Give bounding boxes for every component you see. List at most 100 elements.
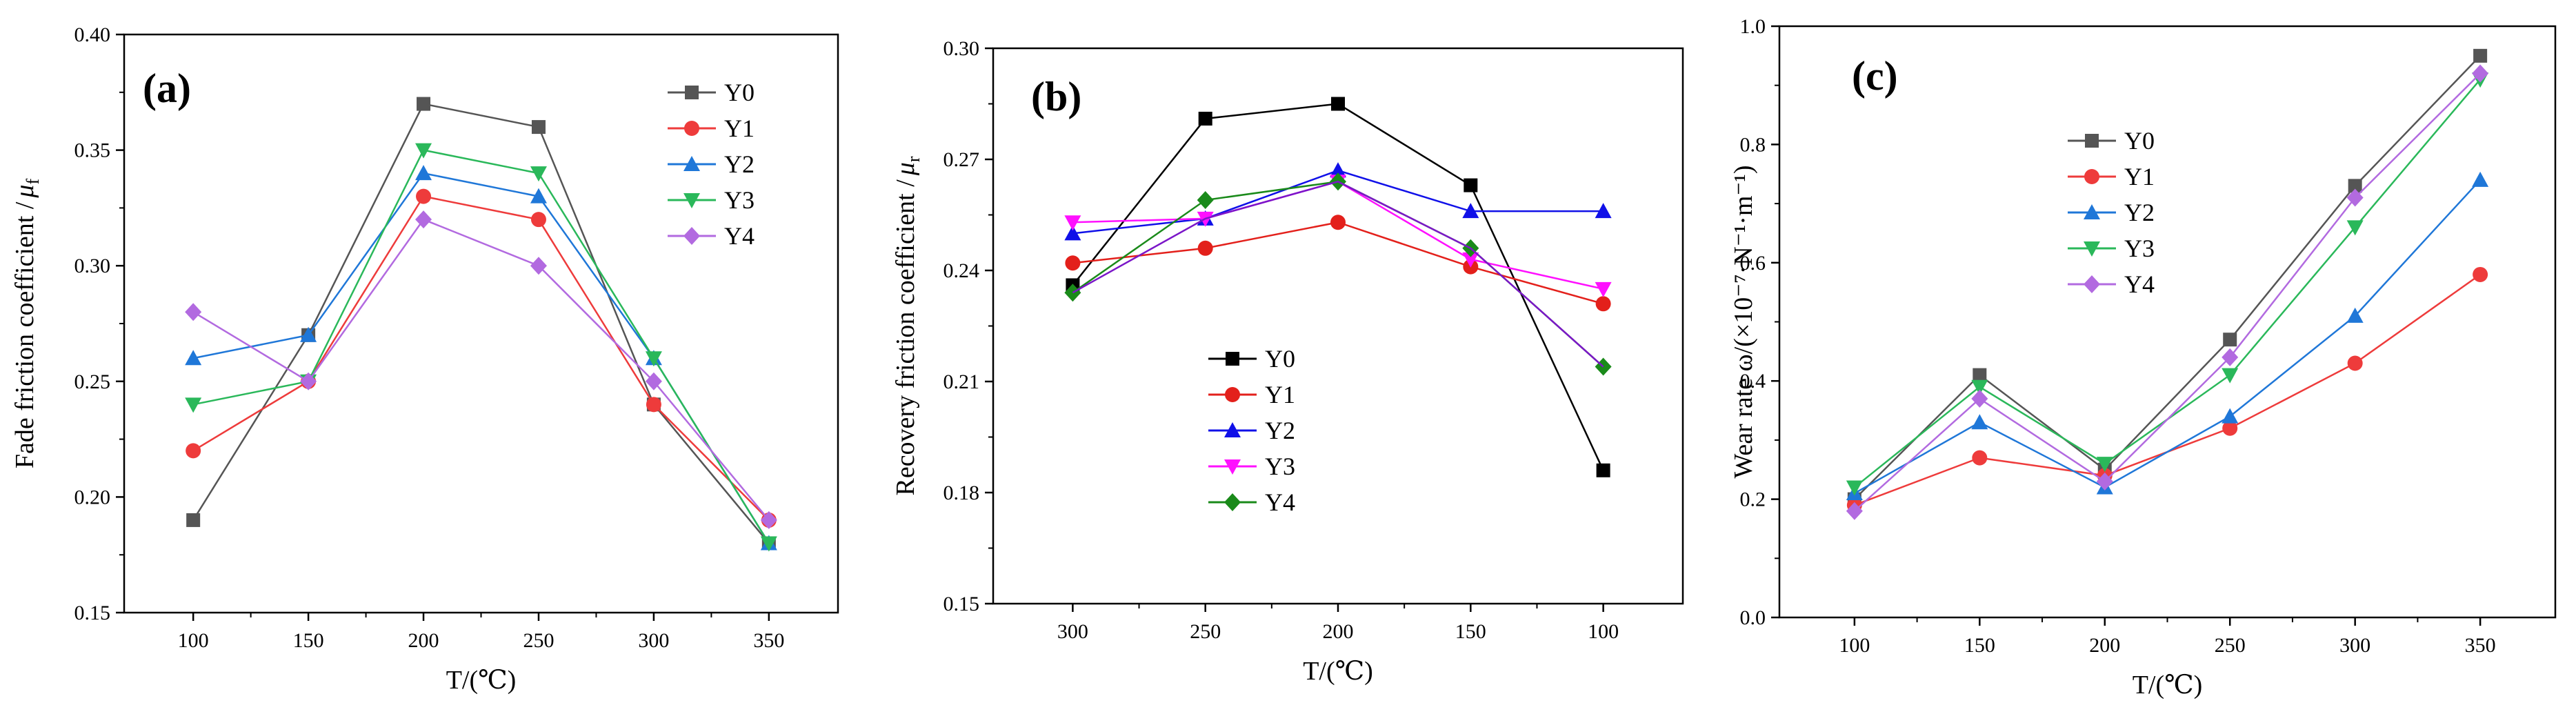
data-point [760,536,777,552]
x-tick-label: 150 [1455,620,1486,643]
data-point [2096,472,2113,491]
x-tick-label: 300 [1057,620,1088,643]
data-point [1596,463,1610,477]
legend-marker [2085,134,2099,148]
y-axis-label-text: Fade friction coefficient / [10,201,39,468]
y-tick-label: 0.20 [74,486,111,508]
legend: Y0 Y1 Y2 Y3 Y4 [668,79,755,250]
data-point [2473,266,2488,282]
data-point [300,372,317,390]
y-tick-label: 0.40 [74,23,111,46]
data-point [530,188,547,204]
y-tick-label: 0.27 [943,148,980,171]
data-point [2346,220,2364,236]
legend-marker [1224,459,1241,475]
data-point [2221,368,2239,384]
panel-1: 0.15 0.18 0.21 0.24 0.27 0.30 300 250 200 150 100 T… [891,37,1684,686]
series-line [1072,103,1604,471]
data-point [1198,111,1212,126]
data-point [2222,420,2238,436]
data-point [185,350,202,366]
series-line [1072,221,1604,305]
data-point [416,188,432,204]
series-line [1854,72,2482,512]
data-point [1330,162,1346,178]
series-Y3 [185,143,777,552]
y-axis-label: Wear rate ω/(×10⁻⁷·N⁻¹·m⁻¹) [1729,166,1758,479]
legend-marker [1226,352,1239,366]
series-line [192,103,770,544]
x-tick-label: 200 [2089,634,2120,657]
legend-marker [683,193,700,208]
x-tick-label: 350 [753,629,784,652]
series-line [1854,179,2482,495]
data-point [415,143,432,159]
y-axis-label-symbol: μ [891,162,920,176]
data-point [185,303,202,321]
data-point [1846,502,1863,520]
legend-marker [2084,169,2099,184]
legend-marker [1224,493,1241,511]
data-point [1462,203,1479,219]
data-point [1197,191,1214,210]
y-tick-label: 0.0 [1740,606,1766,629]
data-point [1846,480,1863,496]
data-point [2473,48,2488,63]
series-line [1072,180,1604,368]
x-tick-label: 150 [293,629,324,652]
legend-marker [684,121,699,136]
y-axis-label-subscript: r [903,156,923,162]
y-tick-label: 0.25 [74,370,111,393]
data-point [1595,203,1612,219]
y-tick-label: 0.30 [943,37,980,60]
data-point [1462,252,1479,268]
y-tick-label: 0.15 [74,602,111,624]
series-Y4-line [1072,180,1604,368]
data-point [415,165,432,181]
series-line [192,149,770,544]
panel-tag: (b) [1031,74,1081,119]
data-point [2346,188,2364,207]
y-axis-label-text: Recovery friction coefficient / [891,179,920,496]
legend-label: Y4 [1265,488,1295,516]
legend: Y0 Y1 Y2 Y3 Y4 [1208,345,1295,516]
y-axis-label-symbol: μ [10,185,39,199]
legend-marker [2084,204,2100,219]
x-tick-label: 200 [1323,620,1354,643]
series-line [192,218,770,521]
data-point [300,326,317,342]
panel-tag: (a) [143,66,191,111]
y-tick-label: 0.4 [1740,370,1766,393]
data-point [1971,414,1988,430]
y-tick-label: 0.6 [1740,252,1766,275]
y-tick-label: 0.15 [943,593,980,615]
data-point [2221,348,2239,366]
y-tick-label: 1.0 [1740,15,1766,38]
panel-0: 0.15 0.20 0.25 0.30 0.35 0.40 100 150 200 250 300 3… [10,23,839,695]
x-tick-label: 250 [2215,634,2246,657]
legend-label: Y1 [724,115,755,142]
data-point [1064,225,1081,241]
x-tick-label: 250 [523,629,554,652]
x-axis-label: T/(℃) [2133,671,2203,700]
series-Y4 [185,210,777,529]
y-tick-label: 0.21 [943,370,980,393]
series-line [192,172,770,544]
series-Y4 [1846,64,2489,520]
legend-marker [1225,387,1240,402]
series-Y2 [185,165,777,551]
x-tick-label: 250 [1190,620,1221,643]
data-point [417,97,431,111]
legend-marker [1224,422,1241,437]
x-tick-label: 100 [178,629,209,652]
legend-label: Y3 [724,186,755,214]
data-point [530,166,547,182]
y-tick-label: 0.24 [943,259,980,282]
data-point [646,397,661,413]
x-tick-label: 100 [1588,620,1619,643]
data-point [1330,215,1346,230]
legend-label: Y0 [2124,127,2155,155]
data-point [1971,379,1988,395]
data-point [1973,368,1987,382]
